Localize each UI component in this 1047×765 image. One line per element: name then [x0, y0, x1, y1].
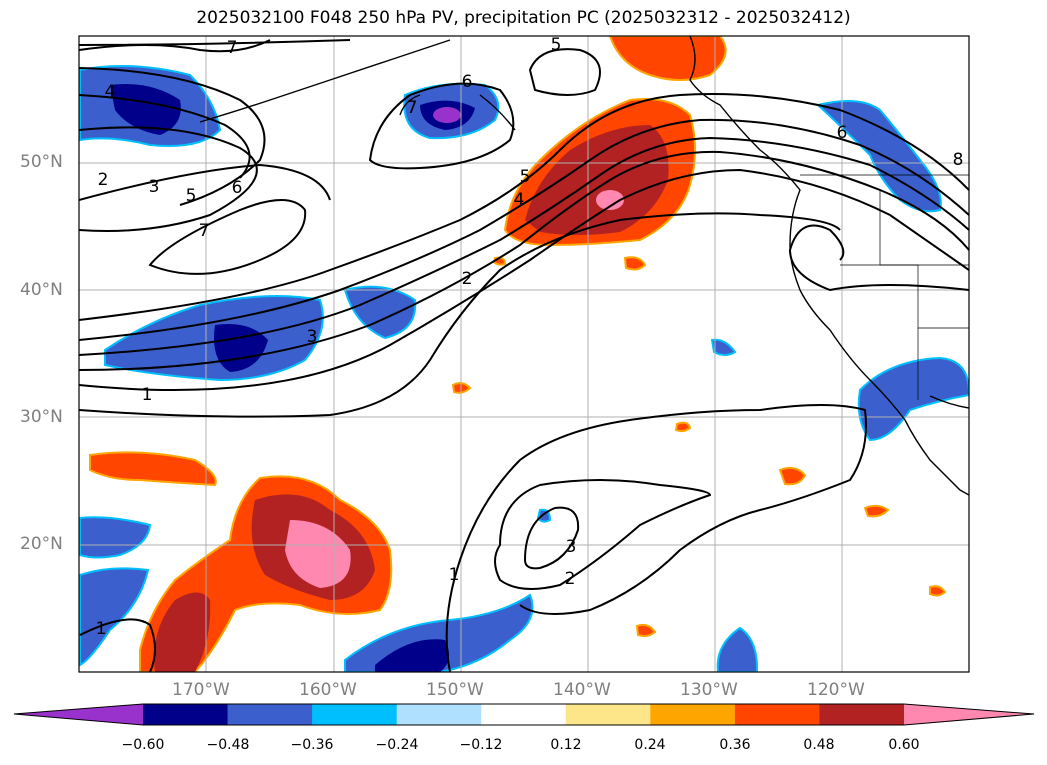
- contour-label: 7: [199, 221, 210, 241]
- colorbar-swatch: [312, 704, 398, 725]
- lon-label-130w: 130°W: [680, 680, 738, 700]
- precip-area: [857, 356, 969, 442]
- colorbar-extend-low: [14, 704, 143, 725]
- lat-label-50n: 50°N: [20, 152, 63, 172]
- colorbar-extend-high: [904, 704, 1034, 725]
- colorbar-swatch: [396, 704, 482, 725]
- contour-label: 4: [105, 82, 116, 102]
- pv-contours: [79, 39, 969, 672]
- contour-label: 5: [520, 167, 531, 187]
- precip-area: [89, 451, 217, 487]
- colorbar-swatch: [227, 704, 313, 725]
- contour-label: 1: [142, 385, 153, 405]
- contour-label: 7: [227, 38, 238, 58]
- coastline: [199, 36, 969, 496]
- lon-label-120w: 120°W: [807, 680, 865, 700]
- colorbar-tick-label: 0.12: [550, 737, 582, 753]
- state-borders: [800, 174, 969, 400]
- lat-label-20n: 20°N: [20, 534, 63, 554]
- colorbar-tick-label: 0.24: [634, 737, 666, 753]
- precip-area: [433, 107, 461, 123]
- contour-label: 2: [462, 269, 473, 289]
- precip-area: [343, 285, 417, 340]
- lat-label-40n: 40°N: [20, 280, 63, 300]
- contour-label: 1: [96, 619, 107, 639]
- map-frame: [78, 35, 970, 673]
- contour-label: 6: [232, 178, 243, 198]
- colorbar-swatch: [734, 704, 820, 725]
- contour-label: 1: [449, 565, 460, 585]
- precip-area: [716, 626, 759, 672]
- colorbar: [13, 703, 1035, 726]
- colorbar-swatch: [650, 704, 736, 725]
- colorbar-tick-label: −0.24: [375, 737, 419, 753]
- precip-area: [525, 125, 669, 235]
- lon-label-160w: 160°W: [299, 680, 357, 700]
- precip-area: [375, 639, 449, 672]
- precip-area: [608, 36, 727, 81]
- colorbar-tick-label: 0.60: [888, 737, 920, 753]
- precip-area: [863, 504, 890, 518]
- contour-label: 5: [186, 186, 197, 206]
- contour-label: 4: [514, 190, 525, 210]
- contour-label: 3: [149, 177, 160, 197]
- colorbar-tick-label: −0.60: [121, 737, 165, 753]
- precip-area: [154, 592, 211, 672]
- contour-label: 5: [551, 35, 562, 55]
- contour-label: 8: [953, 150, 964, 170]
- precip-area: [635, 623, 657, 637]
- contour-label: 2: [98, 170, 109, 190]
- colorbar-swatch: [565, 704, 651, 725]
- precip-area: [79, 516, 152, 559]
- lon-label-170w: 170°W: [172, 680, 230, 700]
- graticule: [79, 36, 969, 672]
- colorbar-tick-label: −0.48: [206, 737, 250, 753]
- lon-label-150w: 150°W: [426, 680, 484, 700]
- contour-label: 3: [566, 537, 577, 557]
- precip-area: [110, 84, 181, 135]
- precip-area: [674, 421, 692, 433]
- contour-label: 7: [407, 98, 418, 118]
- precip-shading: [79, 36, 969, 672]
- precip-area: [596, 190, 624, 210]
- lon-label-140w: 140°W: [553, 680, 611, 700]
- precip-area: [710, 338, 737, 356]
- contour-label: 2: [565, 569, 576, 589]
- map-title: 2025032100 F048 250 hPa PV, precipitatio…: [196, 8, 851, 28]
- colorbar-tick-label: 0.48: [803, 737, 835, 753]
- contour-label: 3: [307, 327, 318, 347]
- precip-area: [79, 567, 150, 667]
- colorbar-tick-label: 0.36: [719, 737, 751, 753]
- precip-area: [623, 256, 647, 271]
- contour-label: 6: [462, 72, 473, 92]
- contour-label: 6: [837, 123, 848, 143]
- precip-area: [778, 466, 807, 486]
- contour-labels: 7 5 6 4 7 2 3 5 6 7 6 8 5 4 2 3 1 3 2 1 …: [96, 35, 964, 639]
- precip-area: [815, 100, 942, 213]
- colorbar-tick-label: −0.36: [290, 737, 334, 753]
- colorbar-swatch: [819, 704, 905, 725]
- colorbar-swatch: [481, 704, 567, 725]
- precip-area: [929, 585, 947, 597]
- lat-label-30n: 30°N: [20, 407, 63, 427]
- colorbar-swatch: [143, 704, 229, 725]
- precip-area: [104, 295, 324, 382]
- colorbar-tick-label: −0.12: [459, 737, 503, 753]
